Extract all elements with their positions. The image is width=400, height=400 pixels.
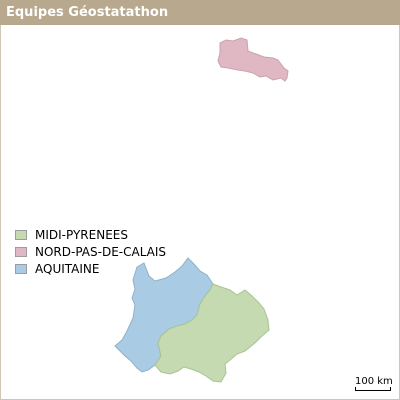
region-midi-pyrenees[interactable] [154,283,270,383]
legend-item-midi-pyrenees: MIDI-PYRENEES [15,227,166,243]
map-title: Equipes Géostatathon [6,5,169,20]
map-canvas[interactable]: MIDI-PYRENEES NORD-PAS-DE-CALAIS AQUITAI… [0,25,400,400]
legend-item-nord-pas-de-calais: NORD-PAS-DE-CALAIS [15,244,166,260]
map-title-bar: Equipes Géostatathon [0,0,400,25]
scale-bar: 100 km [355,376,393,391]
legend-swatch [15,230,27,240]
scale-label: 100 km [355,376,393,387]
legend-swatch [15,264,27,274]
legend-label: MIDI-PYRENEES [35,228,128,242]
map-legend: MIDI-PYRENEES NORD-PAS-DE-CALAIS AQUITAI… [15,227,166,278]
region-nord-pas-de-calais[interactable] [217,37,289,82]
legend-label: NORD-PAS-DE-CALAIS [35,245,167,259]
scale-bar-line [355,387,391,391]
legend-swatch [15,247,27,257]
map-svg [114,37,289,383]
legend-label: AQUITAINE [35,262,100,276]
legend-item-aquitaine: AQUITAINE [15,261,166,277]
